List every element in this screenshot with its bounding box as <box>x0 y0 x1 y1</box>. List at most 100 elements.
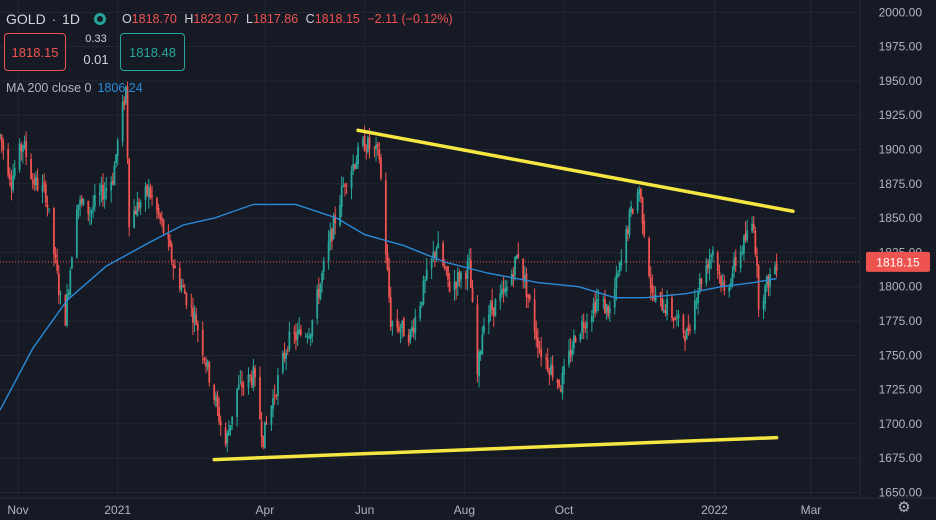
candle-body <box>689 328 691 331</box>
candle-body <box>144 186 147 201</box>
symbol-label[interactable]: GOLD <box>6 11 46 27</box>
ma-indicator-legend[interactable]: MA 200 close 0 1806.24 <box>6 81 143 95</box>
candle-body <box>185 293 188 306</box>
price-tick-label: 1700.00 <box>879 417 923 431</box>
candle-body <box>311 320 314 336</box>
candle-body <box>231 416 234 424</box>
candle-body <box>43 182 46 185</box>
grid <box>0 0 860 498</box>
candle-body <box>308 336 310 338</box>
candle-body <box>586 322 588 329</box>
candle-body <box>424 279 426 281</box>
candle-body <box>352 163 355 171</box>
candle-body <box>401 320 404 329</box>
candle-body <box>31 181 34 183</box>
candle-body <box>182 284 185 287</box>
candle-body <box>527 294 529 298</box>
candle-body <box>93 194 96 207</box>
candle-body <box>569 350 572 357</box>
candle-body <box>304 335 307 337</box>
candle-body <box>283 352 286 359</box>
candle-body <box>558 380 561 387</box>
candle-body <box>219 421 222 426</box>
candle-body <box>44 184 47 203</box>
candle-body <box>556 380 559 383</box>
price-tick-label: 1875.00 <box>879 177 923 191</box>
candle-body <box>512 274 515 278</box>
market-status-icon[interactable] <box>93 13 106 25</box>
candle-body <box>113 165 116 186</box>
candle-body <box>226 432 229 444</box>
candle-body <box>458 272 461 282</box>
ma-200-line <box>0 203 777 411</box>
candle-body <box>751 224 753 232</box>
candle-body <box>731 273 734 284</box>
close-label: C <box>305 12 315 26</box>
candle-body <box>636 192 639 212</box>
buy-button[interactable]: 1818.48 <box>120 33 185 71</box>
candle-body <box>631 208 634 214</box>
trendlines[interactable] <box>212 128 795 462</box>
candle-body <box>35 176 37 186</box>
price-axis[interactable]: 2000.00 1975.00 1950.00 1925.00 1900.00 1875.… <box>859 0 936 520</box>
candle-body <box>708 258 711 269</box>
time-tick-label: Mar <box>801 503 822 517</box>
candle-body <box>487 314 490 323</box>
candle-body <box>774 266 776 275</box>
candle-body <box>386 252 389 270</box>
candle-body <box>628 210 631 235</box>
candle-body <box>239 381 242 383</box>
candle-body <box>435 248 438 258</box>
candle-body <box>286 350 289 352</box>
change-value: −2.11 (−0.12%) <box>367 12 453 26</box>
high-value: 1823.07 <box>193 12 239 26</box>
settings-gear-icon[interactable]: ⚙ <box>897 499 911 516</box>
candle-body <box>262 435 265 448</box>
candle-body <box>362 138 364 146</box>
candle-body <box>568 350 570 365</box>
candle-body <box>2 141 5 151</box>
candle-body <box>116 140 119 157</box>
candle-body <box>169 239 171 247</box>
candle-body <box>617 273 619 277</box>
candle-body <box>685 328 688 340</box>
candle-body <box>115 154 117 163</box>
candle-body <box>638 189 641 195</box>
candle-body <box>437 242 440 249</box>
candle-body <box>160 217 163 221</box>
candle-body <box>465 273 467 279</box>
time-axis[interactable]: Nov 2021 Apr Jun Aug Oct 2022 Mar <box>0 497 936 517</box>
separator-dot: · <box>51 11 57 27</box>
candle-body <box>595 299 598 311</box>
ohlc-values: O1818.70 H1823.07 L1817.86 C1818.15 −2.1… <box>122 12 453 26</box>
time-tick-label: 2022 <box>701 503 728 517</box>
candle-body <box>654 294 657 302</box>
candle-body <box>443 265 446 269</box>
candle-body <box>229 425 232 431</box>
time-tick-label: Nov <box>7 503 28 517</box>
candle-body <box>674 319 677 321</box>
price-tick-label: 1750.00 <box>879 348 923 362</box>
candle-body <box>8 174 11 181</box>
candle-body <box>317 288 320 298</box>
candle-body <box>159 214 162 220</box>
interval-label[interactable]: 1D <box>62 11 80 27</box>
price-tick-label: 1650.00 <box>879 486 923 500</box>
ma-indicator-value: 1806.24 <box>97 81 143 95</box>
current-price-label: 1818.15 <box>876 255 920 269</box>
candle-body <box>227 429 230 436</box>
candle-body <box>579 333 582 341</box>
candle-body <box>491 300 494 310</box>
candle-body <box>193 312 196 321</box>
candle-body <box>620 259 623 266</box>
candle-body <box>501 289 503 295</box>
candle-body <box>505 286 508 291</box>
candle-body <box>309 334 312 339</box>
sell-button[interactable]: 1818.15 <box>4 33 66 71</box>
candle-body <box>90 210 93 214</box>
candle-body <box>71 258 73 269</box>
candle-body <box>494 299 497 317</box>
candle-body <box>7 149 10 176</box>
candle-body <box>103 191 106 199</box>
